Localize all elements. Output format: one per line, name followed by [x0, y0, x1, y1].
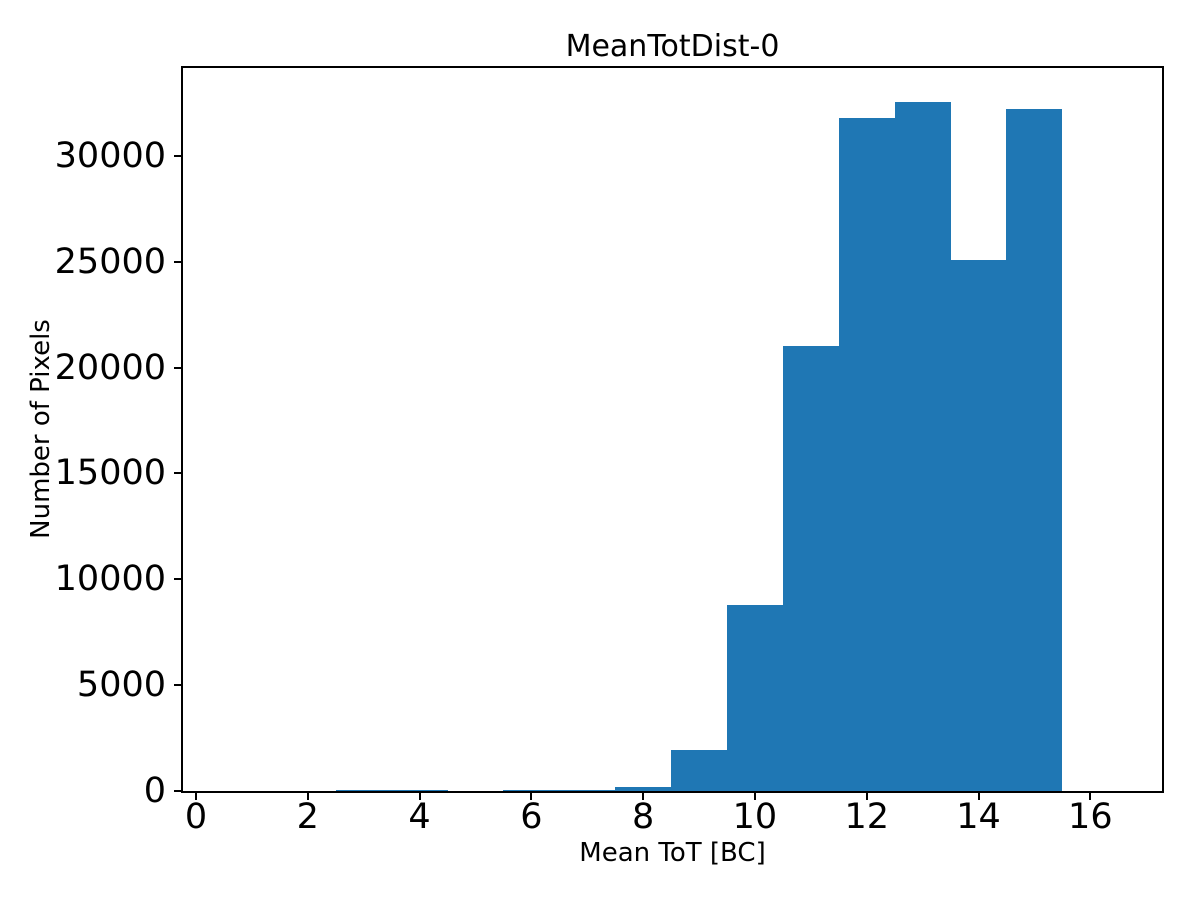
x-tick-label: 16: [1068, 797, 1113, 837]
plot-area: [181, 66, 1164, 793]
x-tick-mark: [753, 792, 756, 800]
y-tick-mark: [174, 260, 182, 263]
y-tick-label: 10000: [54, 559, 166, 600]
x-tick-label: 6: [520, 797, 543, 837]
x-tick-mark: [194, 792, 197, 800]
x-tick-mark: [306, 792, 309, 800]
x-tick-mark: [1089, 792, 1092, 800]
histogram-bar: [894, 101, 951, 791]
y-tick-label: 20000: [54, 347, 166, 388]
y-tick-mark: [174, 154, 182, 157]
y-tick-label: 25000: [54, 241, 166, 282]
y-axis-label: Number of Pixels: [26, 319, 56, 539]
y-tick-label: 15000: [54, 453, 166, 494]
x-tick-label: 4: [408, 797, 431, 837]
x-tick-mark: [865, 792, 868, 800]
y-tick-mark: [174, 578, 182, 581]
histogram-bar: [615, 786, 672, 791]
chart-title: MeanTotDist-0: [565, 29, 780, 64]
histogram-bar: [559, 789, 616, 791]
histogram-bar: [950, 259, 1007, 791]
histogram-bar: [838, 117, 895, 791]
x-tick-label: 2: [296, 797, 319, 837]
histogram-bar: [1006, 109, 1063, 791]
x-tick-mark: [977, 792, 980, 800]
x-axis-label: Mean ToT [BC]: [579, 838, 766, 868]
x-tick-mark: [530, 792, 533, 800]
x-tick-label: 12: [844, 797, 889, 837]
histogram-bar: [727, 604, 783, 791]
histogram-bar: [335, 789, 392, 791]
y-tick-mark: [174, 684, 182, 687]
y-tick-label: 5000: [76, 665, 166, 706]
x-tick-mark: [418, 792, 421, 800]
x-tick-label: 0: [184, 797, 208, 837]
histogram-bar: [782, 346, 839, 791]
histogram-bar: [391, 789, 448, 791]
x-tick-mark: [642, 792, 645, 800]
y-tick-label: 0: [143, 771, 166, 811]
y-tick-label: 30000: [54, 135, 166, 176]
x-tick-label: 14: [956, 797, 1001, 837]
histogram-bar: [503, 789, 560, 791]
histogram-bar: [671, 749, 727, 791]
x-tick-label: 8: [632, 797, 655, 837]
y-tick-mark: [174, 366, 182, 369]
x-tick-label: 10: [732, 797, 778, 837]
y-tick-mark: [174, 472, 182, 475]
y-tick-mark: [174, 790, 182, 792]
